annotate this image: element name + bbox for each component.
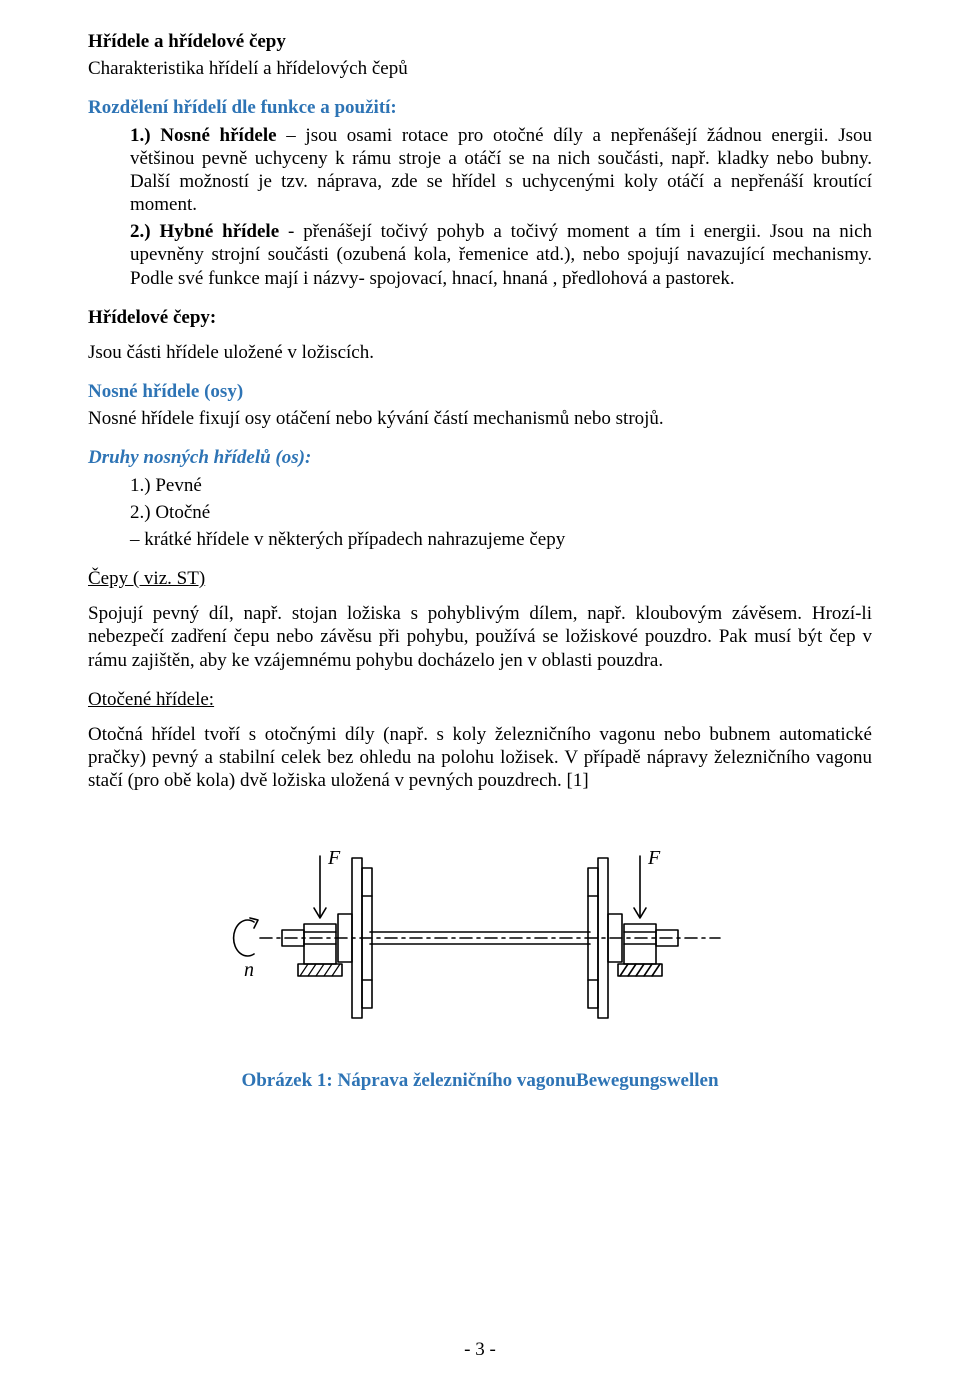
- spacer: [88, 715, 872, 723]
- section-heading-split: Rozdělení hřídelí dle funkce a použití:: [88, 96, 872, 119]
- svg-text:n: n: [244, 959, 254, 981]
- section-heading-cepy: Hřídelové čepy:: [88, 306, 872, 329]
- spacer: [88, 368, 872, 380]
- axle-drawing-icon: F: [220, 816, 740, 1026]
- spacer: [88, 676, 872, 688]
- otocene-text: Otočná hřídel tvoří s otočnými díly (nap…: [88, 723, 872, 793]
- spacer: [88, 434, 872, 446]
- figure-caption: Obrázek 1: Náprava železničního vagonuBe…: [88, 1069, 872, 1092]
- spacer: [88, 594, 872, 602]
- druhy-note: – krátké hřídele v některých případech n…: [130, 528, 872, 551]
- druhy-item-1: 1.) Pevné: [130, 474, 872, 497]
- axle-figure: F: [220, 816, 740, 1026]
- figure-container: F: [88, 816, 872, 1091]
- main-title: Hřídele a hřídelové čepy: [88, 30, 872, 53]
- cepy-text: Jsou části hřídele uložené v ložiscích.: [88, 341, 872, 364]
- druhy-item-2: 2.) Otočné: [130, 501, 872, 524]
- svg-text:F: F: [647, 847, 661, 869]
- list-item-1: 1.) Nosné hřídele – jsou osami rotace pr…: [130, 124, 872, 217]
- section-heading-druhy: Druhy nosných hřídelů (os):: [88, 446, 872, 469]
- page-number: - 3 -: [0, 1338, 960, 1361]
- nosne-text: Nosné hřídele fixují osy otáčení nebo ký…: [88, 407, 872, 430]
- numbered-list: 1.) Nosné hřídele – jsou osami rotace pr…: [88, 124, 872, 290]
- spacer: [88, 333, 872, 341]
- druhy-list: 1.) Pevné 2.) Otočné – krátké hřídele v …: [88, 474, 872, 552]
- otocene-heading: Otočené hřídele:: [88, 688, 872, 711]
- spacer: [88, 294, 872, 306]
- spacer: [88, 555, 872, 567]
- list-item-2: 2.) Hybné hřídele - přenášejí točivý poh…: [130, 220, 872, 290]
- subtitle: Charakteristika hřídelí a hřídelových če…: [88, 57, 872, 80]
- cepy-viz-text: Spojují pevný díl, např. stojan ložiska …: [88, 602, 872, 672]
- cepy-viz-heading: Čepy ( viz. ST): [88, 567, 872, 590]
- section-heading-nosne: Nosné hřídele (osy): [88, 380, 872, 403]
- list-item-2-lead: 2.) Hybné hřídele: [130, 221, 279, 242]
- svg-text:F: F: [327, 847, 341, 869]
- spacer: [88, 84, 872, 96]
- list-item-1-lead: 1.) Nosné hřídele: [130, 125, 277, 146]
- document-page: Hřídele a hřídelové čepy Charakteristika…: [0, 0, 960, 1381]
